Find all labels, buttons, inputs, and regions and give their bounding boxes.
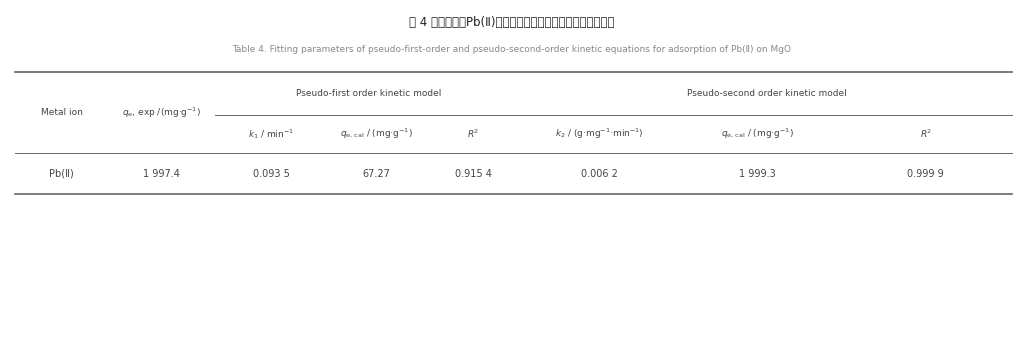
Text: Table 4. Fitting parameters of pseudo-first-order and pseudo-second-order kineti: Table 4. Fitting parameters of pseudo-fi… [232,45,792,54]
Text: 0.006 2: 0.006 2 [581,169,617,179]
Text: $R^{2}$: $R^{2}$ [920,128,932,140]
Text: 0.915 4: 0.915 4 [455,169,493,179]
Text: 表 4 氧化镁吸附Pb(Ⅱ)的伪一级和伪二级动力学方程拟合参数: 表 4 氧化镁吸附Pb(Ⅱ)的伪一级和伪二级动力学方程拟合参数 [410,16,614,29]
Text: Metal ion: Metal ion [41,108,82,117]
Text: 1 999.3: 1 999.3 [739,169,776,179]
Text: 1 997.4: 1 997.4 [142,169,180,179]
Text: Pseudo-first order kinetic model: Pseudo-first order kinetic model [296,89,441,98]
Text: $q_{\rm e,\,cal}$ / (mg·g$^{-1}$): $q_{\rm e,\,cal}$ / (mg·g$^{-1}$) [340,127,413,141]
Text: Pseudo-second order kinetic model: Pseudo-second order kinetic model [687,89,847,98]
Text: $q_{\rm e,\,cal}$ / (mg·g$^{-1}$): $q_{\rm e,\,cal}$ / (mg·g$^{-1}$) [721,127,795,141]
Text: $q_{\rm e}$, exp /(mg·g$^{-1}$): $q_{\rm e}$, exp /(mg·g$^{-1}$) [122,105,201,120]
Text: 67.27: 67.27 [362,169,390,179]
Text: $k_{2}$ / (g·mg$^{-1}$·min$^{-1}$): $k_{2}$ / (g·mg$^{-1}$·min$^{-1}$) [555,127,643,141]
Text: Pb(Ⅱ): Pb(Ⅱ) [49,169,74,179]
Text: $R^{2}$: $R^{2}$ [467,128,480,140]
Text: 0.999 9: 0.999 9 [907,169,944,179]
Text: 0.093 5: 0.093 5 [253,169,290,179]
Text: $k_{1}$ / min$^{-1}$: $k_{1}$ / min$^{-1}$ [249,127,294,141]
